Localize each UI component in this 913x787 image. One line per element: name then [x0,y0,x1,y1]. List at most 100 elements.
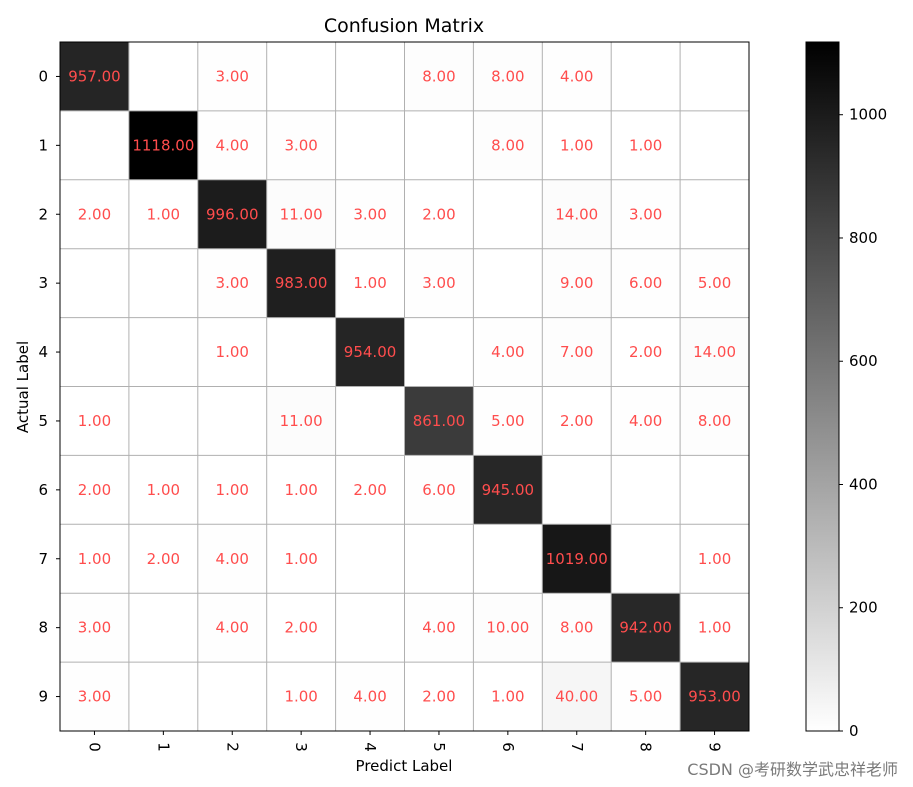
colorbar-tick-label: 400 [849,475,878,493]
cell-r3-c7 [542,248,612,318]
cell-r9-c5 [404,662,474,731]
cell-value-r0-c6: 8.00 [491,67,524,85]
cell-r0-c6 [473,42,543,111]
cell-r2-c8 [611,179,681,249]
cell-r7-c2 [197,524,267,594]
cell-r3-c1 [128,248,198,318]
cell-value-r9-c9: 953.00 [688,688,741,706]
cell-value-r3-c9: 5.00 [698,274,731,292]
cell-value-r2-c4: 3.00 [353,205,386,223]
cell-value-r7-c1: 2.00 [147,550,180,568]
y-tick-label: 1 [38,136,48,154]
cell-r0-c5 [404,42,474,111]
cell-r9-c7 [542,662,612,731]
cell-r4-c8 [611,317,681,387]
y-axis-label: Actual Label [14,341,32,433]
cell-value-r6-c3: 1.00 [284,481,317,499]
cell-r5-c5 [404,386,474,456]
cell-value-r5-c8: 4.00 [629,412,662,430]
cell-r3-c0 [60,248,129,318]
cell-r1-c4 [335,110,405,180]
cell-value-r8-c2: 4.00 [216,619,249,637]
cell-r6-c8 [611,455,681,525]
cell-r9-c1 [128,662,198,731]
cell-value-r7-c2: 4.00 [216,550,249,568]
cell-r2-c0 [60,179,129,249]
heatmap-cells [60,42,749,731]
colorbar-tick-label: 0 [849,722,859,740]
x-tick-label: 5 [430,742,448,752]
plot-frame [59,41,750,732]
cell-value-r3-c4: 1.00 [353,274,386,292]
cell-r6-c6 [473,455,543,525]
cell-r0-c7 [542,42,612,111]
x-tick-label: 8 [637,742,655,752]
cell-r1-c5 [404,110,474,180]
cell-value-r4-c2: 1.00 [216,343,249,361]
cell-r4-c2 [197,317,267,387]
cell-r2-c9 [680,179,749,249]
cell-r5-c4 [335,386,405,456]
cell-r1-c1 [128,110,198,180]
cell-r7-c1 [128,524,198,594]
cell-value-r5-c6: 5.00 [491,412,524,430]
x-tick-label: 0 [85,742,103,752]
cell-value-r9-c0: 3.00 [78,688,111,706]
cell-r3-c4 [335,248,405,318]
cell-r5-c6 [473,386,543,456]
cell-value-r3-c8: 6.00 [629,274,662,292]
cell-r3-c5 [404,248,474,318]
cell-value-r1-c2: 4.00 [216,136,249,154]
y-tick-label: 4 [38,343,48,361]
cell-value-r1-c7: 1.00 [560,136,593,154]
y-tick-label: 9 [38,688,48,706]
cell-value-r1-c1: 1118.00 [132,136,194,154]
cell-r5-c0 [60,386,129,456]
cell-r6-c9 [680,455,749,525]
cell-value-r9-c3: 1.00 [284,688,317,706]
colorbar [805,41,840,732]
cell-r2-c7 [542,179,612,249]
cell-value-r5-c0: 1.00 [78,412,111,430]
cell-r3-c9 [680,248,749,318]
cell-value-r5-c7: 2.00 [560,412,593,430]
cell-r4-c4 [335,317,405,387]
cell-value-r8-c0: 3.00 [78,619,111,637]
cell-r0-c8 [611,42,681,111]
cell-r3-c2 [197,248,267,318]
cell-r2-c5 [404,179,474,249]
cell-r9-c8 [611,662,681,731]
cell-value-r0-c2: 3.00 [216,67,249,85]
cell-r1-c0 [60,110,129,180]
cell-value-r9-c5: 2.00 [422,688,455,706]
cell-r0-c3 [266,42,336,111]
cell-value-r6-c4: 2.00 [353,481,386,499]
cell-r8-c4 [335,593,405,663]
cell-r4-c9 [680,317,749,387]
cell-value-r9-c7: 40.00 [555,688,598,706]
cell-value-r9-c8: 5.00 [629,688,662,706]
cell-r8-c7 [542,593,612,663]
cell-r1-c8 [611,110,681,180]
y-tick-label: 6 [38,481,48,499]
colorbar-tick-label: 600 [849,352,878,370]
cell-value-labels: 957.00 3.00 8.00 8.00 4.00 1118.00 4.00 3.00 8.0… [68,67,741,705]
cell-r8-c1 [128,593,198,663]
cell-value-r8-c9: 1.00 [698,619,731,637]
cell-r8-c9 [680,593,749,663]
cell-r5-c9 [680,386,749,456]
cell-r4-c7 [542,317,612,387]
cell-r6-c1 [128,455,198,525]
x-tick-label: 9 [706,742,724,752]
cell-value-r5-c3: 11.00 [280,412,323,430]
cell-value-r8-c8: 942.00 [619,619,672,637]
cell-r7-c8 [611,524,681,594]
cell-r9-c3 [266,662,336,731]
cell-value-r0-c0: 957.00 [68,67,121,85]
cell-value-r6-c5: 6.00 [422,481,455,499]
cell-r7-c5 [404,524,474,594]
cell-r2-c2 [197,179,267,249]
cell-r4-c0 [60,317,129,387]
cell-value-r6-c1: 1.00 [147,481,180,499]
cell-r7-c0 [60,524,129,594]
